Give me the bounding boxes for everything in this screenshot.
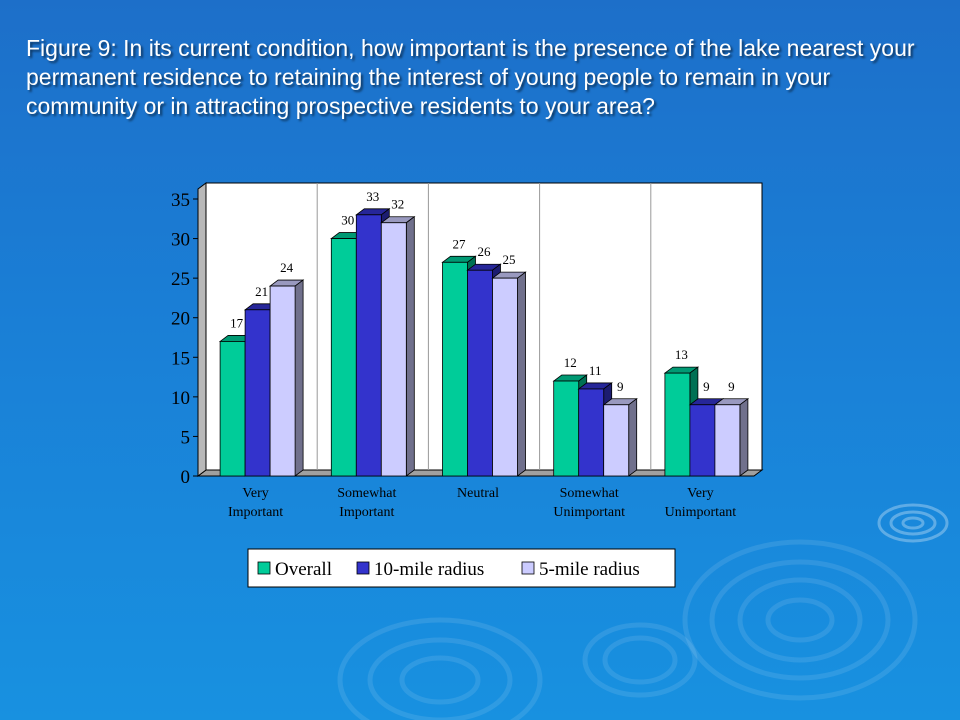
category-label-line: Important bbox=[228, 505, 283, 520]
bar bbox=[602, 397, 638, 477]
bar bbox=[380, 215, 416, 477]
category-label-line: Neutral bbox=[457, 486, 499, 501]
legend-label: 10-mile radius bbox=[374, 559, 484, 580]
bar bbox=[491, 271, 527, 477]
bar-front bbox=[492, 277, 518, 477]
bar-side bbox=[294, 279, 304, 477]
bar-front bbox=[553, 380, 580, 477]
y-tick-label: 30 bbox=[171, 230, 190, 251]
bar-front bbox=[355, 214, 382, 477]
data-label: 33 bbox=[366, 189, 379, 204]
bar-front bbox=[714, 404, 741, 477]
bar bbox=[268, 279, 305, 477]
data-label: 30 bbox=[341, 213, 354, 228]
category-label-line: Somewhat bbox=[560, 486, 619, 501]
legend-label: Overall bbox=[275, 559, 332, 580]
bar-front bbox=[603, 404, 630, 477]
data-label: 21 bbox=[255, 284, 268, 299]
category-label: Somewhat Important bbox=[337, 486, 396, 520]
category-label: Very Unimportant bbox=[665, 486, 737, 520]
bar-front bbox=[689, 404, 716, 477]
bar-front bbox=[244, 309, 271, 477]
bar-side bbox=[628, 397, 638, 477]
plot-side-wall bbox=[197, 182, 207, 477]
y-tick-label: 25 bbox=[171, 269, 190, 290]
y-axis: 0 5 10 15 20 25 30 35 bbox=[171, 189, 199, 488]
category-label-line: Very bbox=[687, 486, 713, 501]
data-label: 11 bbox=[589, 363, 602, 378]
bar-side bbox=[739, 397, 749, 477]
bar-front bbox=[219, 341, 246, 477]
bar-front bbox=[269, 285, 296, 477]
bar-front bbox=[467, 269, 493, 477]
y-tick-label: 0 bbox=[181, 467, 191, 488]
category-label-line: Unimportant bbox=[553, 505, 625, 520]
category-label-line: Somewhat bbox=[337, 486, 396, 501]
category-label-line: Very bbox=[242, 486, 268, 501]
data-label: 17 bbox=[230, 315, 244, 330]
bar-series bbox=[218, 208, 750, 477]
y-tick-label: 20 bbox=[171, 309, 190, 330]
y-tick-label: 5 bbox=[181, 427, 191, 448]
legend-box bbox=[247, 548, 676, 588]
data-label: 24 bbox=[280, 260, 294, 275]
y-tick-label: 35 bbox=[171, 190, 190, 211]
category-label: Very Important bbox=[228, 486, 283, 520]
data-label: 27 bbox=[453, 236, 467, 251]
data-label: 32 bbox=[391, 197, 404, 212]
legend-swatch bbox=[257, 561, 271, 575]
data-label: 9 bbox=[728, 379, 735, 394]
category-label: Neutral bbox=[457, 486, 499, 501]
legend-swatch bbox=[356, 561, 370, 575]
y-tick-label: 10 bbox=[171, 388, 190, 409]
data-labels: 17 30 27 12 13 21 33 26 11 9 24 32 25 9 9 bbox=[230, 189, 735, 394]
category-label-line: Unimportant bbox=[665, 505, 737, 520]
legend-label: 5-mile radius bbox=[539, 559, 640, 580]
bar-front bbox=[380, 222, 407, 477]
data-label: 9 bbox=[617, 379, 624, 394]
bar-front bbox=[442, 261, 468, 477]
data-label: 9 bbox=[703, 379, 710, 394]
slide-title: Figure 9: In its current condition, how … bbox=[26, 35, 915, 119]
data-label: 12 bbox=[564, 355, 577, 370]
legend: Overall 10-mile radius 5-mile radius bbox=[247, 548, 676, 588]
bar-front bbox=[330, 238, 357, 477]
x-axis: Very Important Somewhat Important Neutral Som… bbox=[228, 486, 736, 520]
bar-side bbox=[405, 215, 415, 477]
data-label: 13 bbox=[675, 347, 688, 362]
data-label: 25 bbox=[503, 252, 516, 267]
category-label-line: Important bbox=[339, 505, 394, 520]
bar bbox=[713, 397, 750, 477]
legend-swatch bbox=[521, 561, 535, 575]
bar-front bbox=[578, 388, 605, 477]
data-label: 26 bbox=[478, 244, 492, 259]
bar-front bbox=[664, 372, 691, 477]
category-label: Somewhat Unimportant bbox=[553, 486, 625, 520]
y-tick-label: 15 bbox=[171, 348, 190, 369]
bar-side bbox=[517, 271, 526, 477]
